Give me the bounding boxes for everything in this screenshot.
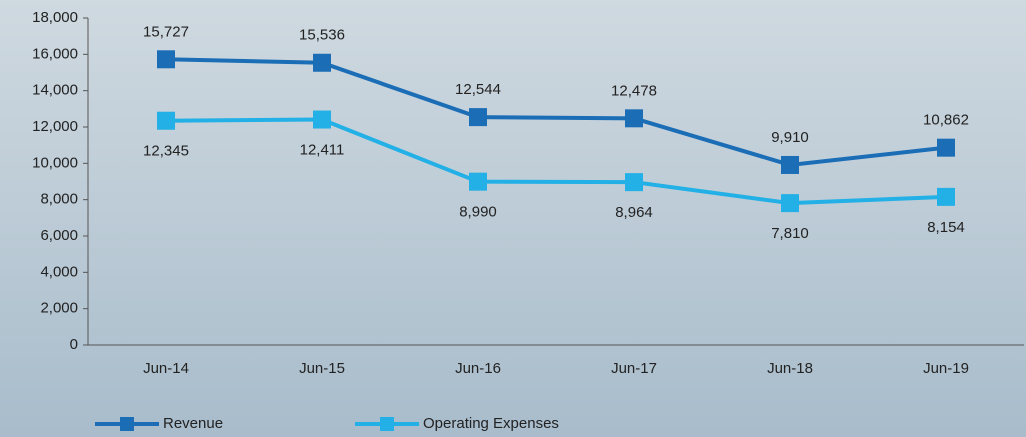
data-point bbox=[313, 110, 331, 129]
data-point bbox=[625, 109, 643, 128]
data-point bbox=[157, 50, 175, 69]
y-tick-label: 10,000 bbox=[32, 154, 78, 171]
y-tick-label: 6,000 bbox=[40, 227, 78, 244]
x-tick-label: Jun-18 bbox=[767, 360, 813, 377]
y-tick-label: 12,000 bbox=[32, 118, 78, 135]
y-tick-label: 18,000 bbox=[32, 9, 78, 26]
x-tick-label: Jun-17 bbox=[611, 360, 657, 377]
x-tick-label: Jun-16 bbox=[455, 360, 501, 377]
x-tick-label: Jun-14 bbox=[143, 360, 189, 377]
data-label: 15,727 bbox=[143, 23, 189, 40]
data-label: 12,478 bbox=[611, 82, 657, 99]
legend-label: Operating Expenses bbox=[423, 415, 559, 432]
y-tick-label: 16,000 bbox=[32, 45, 78, 62]
y-tick-label: 0 bbox=[70, 336, 78, 353]
legend-marker bbox=[380, 417, 394, 431]
data-label: 10,862 bbox=[923, 112, 969, 129]
data-label: 8,154 bbox=[927, 219, 965, 236]
data-label: 9,910 bbox=[771, 129, 809, 146]
data-point bbox=[781, 155, 799, 174]
data-label: 8,990 bbox=[459, 204, 497, 221]
data-point bbox=[937, 187, 955, 206]
data-point bbox=[781, 194, 799, 213]
y-tick-label: 2,000 bbox=[40, 300, 78, 317]
data-point bbox=[625, 173, 643, 192]
data-point bbox=[313, 53, 331, 72]
data-label: 7,810 bbox=[771, 225, 809, 242]
legend-label: Revenue bbox=[163, 415, 223, 432]
series-line bbox=[165, 117, 947, 206]
y-tick-label: 4,000 bbox=[40, 263, 78, 280]
legend-marker bbox=[120, 417, 134, 431]
x-tick-label: Jun-19 bbox=[923, 360, 969, 377]
data-label: 12,544 bbox=[455, 81, 501, 98]
x-tick-label: Jun-15 bbox=[299, 360, 345, 377]
data-label: 12,345 bbox=[143, 143, 189, 160]
data-point bbox=[469, 108, 487, 127]
data-label: 15,536 bbox=[299, 27, 345, 44]
y-tick-label: 14,000 bbox=[32, 82, 78, 99]
series-line bbox=[165, 57, 947, 168]
data-point bbox=[469, 172, 487, 191]
data-label: 12,411 bbox=[300, 142, 345, 159]
data-point bbox=[157, 111, 175, 130]
data-point bbox=[937, 138, 955, 157]
y-tick-label: 8,000 bbox=[40, 191, 78, 208]
data-label: 8,964 bbox=[615, 204, 653, 221]
